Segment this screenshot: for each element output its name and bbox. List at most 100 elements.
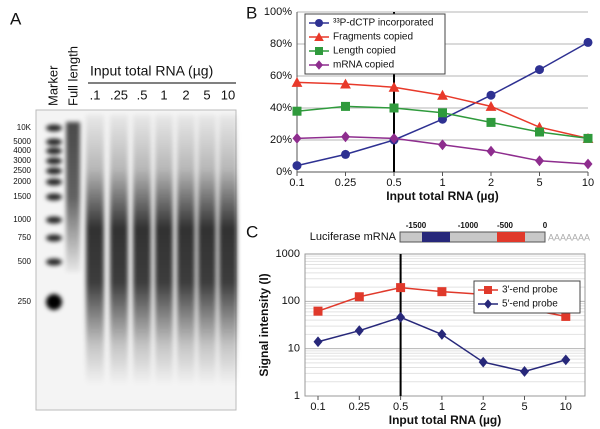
panel-label: B [246,3,257,22]
lane-label: 10 [221,87,235,102]
point [535,127,544,137]
size-label: 2000 [13,177,31,186]
y-tick-label: 100% [264,6,292,18]
point [315,60,323,70]
x-tick-label: 2 [488,177,494,189]
y-tick-label: 80% [270,38,292,50]
lane-label: 5 [203,87,210,102]
legend-label: Fragments copied [333,32,413,43]
marker-band [46,157,62,165]
point [535,155,544,167]
marker-band [46,167,62,175]
x-tick-label: 5 [536,177,542,189]
lane-label: Full length [65,46,80,106]
point [561,311,571,321]
region-3p [497,232,525,242]
point [520,366,529,377]
point [583,37,593,47]
point [484,286,492,294]
y-tick-label: 10 [288,343,300,355]
marker-band [46,138,62,146]
size-label: 10K [17,123,32,132]
x-tick-label: 0.25 [349,401,370,413]
position-label: -500 [497,221,514,230]
x-tick-label: 0.5 [393,401,408,413]
point [315,47,323,55]
point [314,32,324,41]
position-label: -1000 [458,221,479,230]
y-tick-label: 1000 [276,248,300,260]
lane-smear [86,115,104,385]
point [354,292,364,302]
size-label: 750 [18,233,32,242]
size-label: 3000 [13,156,31,165]
point [292,106,302,116]
point [438,108,447,118]
x-tick-label: 0.1 [310,401,325,413]
point [354,325,364,337]
point [438,139,447,151]
panel-label: C [246,222,258,241]
lane-smear [110,115,128,385]
y-tick-label: 60% [270,70,292,82]
point [583,158,593,170]
point [340,78,351,89]
point [315,19,323,27]
lane-smear [177,115,195,385]
marker-band [46,193,62,201]
point [437,287,447,297]
size-label: 1500 [13,192,31,201]
legend-label: 5′-end probe [502,299,558,310]
poly-a: AAAAAAA [548,232,590,242]
lane-label: Marker [45,65,60,106]
size-label: 500 [18,257,32,266]
lane-smear [219,115,237,385]
size-label: 250 [18,297,32,306]
point [313,336,323,348]
position-label: -1500 [406,221,427,230]
y-tick-label: 20% [270,134,292,146]
lane-smear [133,115,151,385]
lane-label: .25 [110,87,128,102]
legend-label: Length copied [333,46,396,57]
point [485,101,497,111]
legend-label: ³³P-dCTP incorporated [333,18,433,29]
point [396,311,406,323]
x-tick-label: 5 [521,401,527,413]
gel-bands [46,115,237,385]
group-label: Input total RNA (µg) [90,63,213,79]
x-tick-label: 0.1 [289,177,304,189]
x-tick-label: 1 [439,177,445,189]
position-label: 0 [543,221,548,230]
size-label: 5000 [13,137,31,146]
point [292,161,302,171]
marker-band [46,234,62,242]
point [484,299,492,309]
y-axis-label: Signal intensity (I) [257,273,271,376]
point [388,81,400,92]
point [486,145,496,157]
lane-label: 1 [160,87,167,102]
lane-label: 2 [182,87,189,102]
lane-label: .5 [137,87,148,102]
point [291,77,303,87]
marker-band [46,294,62,310]
x-axis-label: Input total RNA (µg) [389,413,501,427]
x-axis-label: Input total RNA (µg) [386,189,498,203]
point [341,101,350,111]
marker-band [46,216,62,224]
marker-band [46,258,62,266]
point [341,149,350,159]
size-label: 4000 [13,146,31,155]
region-5p [422,232,450,242]
x-tick-label: 10 [560,401,572,413]
lane-smear [198,115,216,385]
point [561,354,571,366]
point [389,133,399,144]
y-tick-label: 1 [294,390,300,402]
mrna-bar [399,231,546,243]
point [341,131,350,143]
x-tick-label: 0.25 [335,177,356,189]
legend-label: 3′-end probe [502,285,558,296]
